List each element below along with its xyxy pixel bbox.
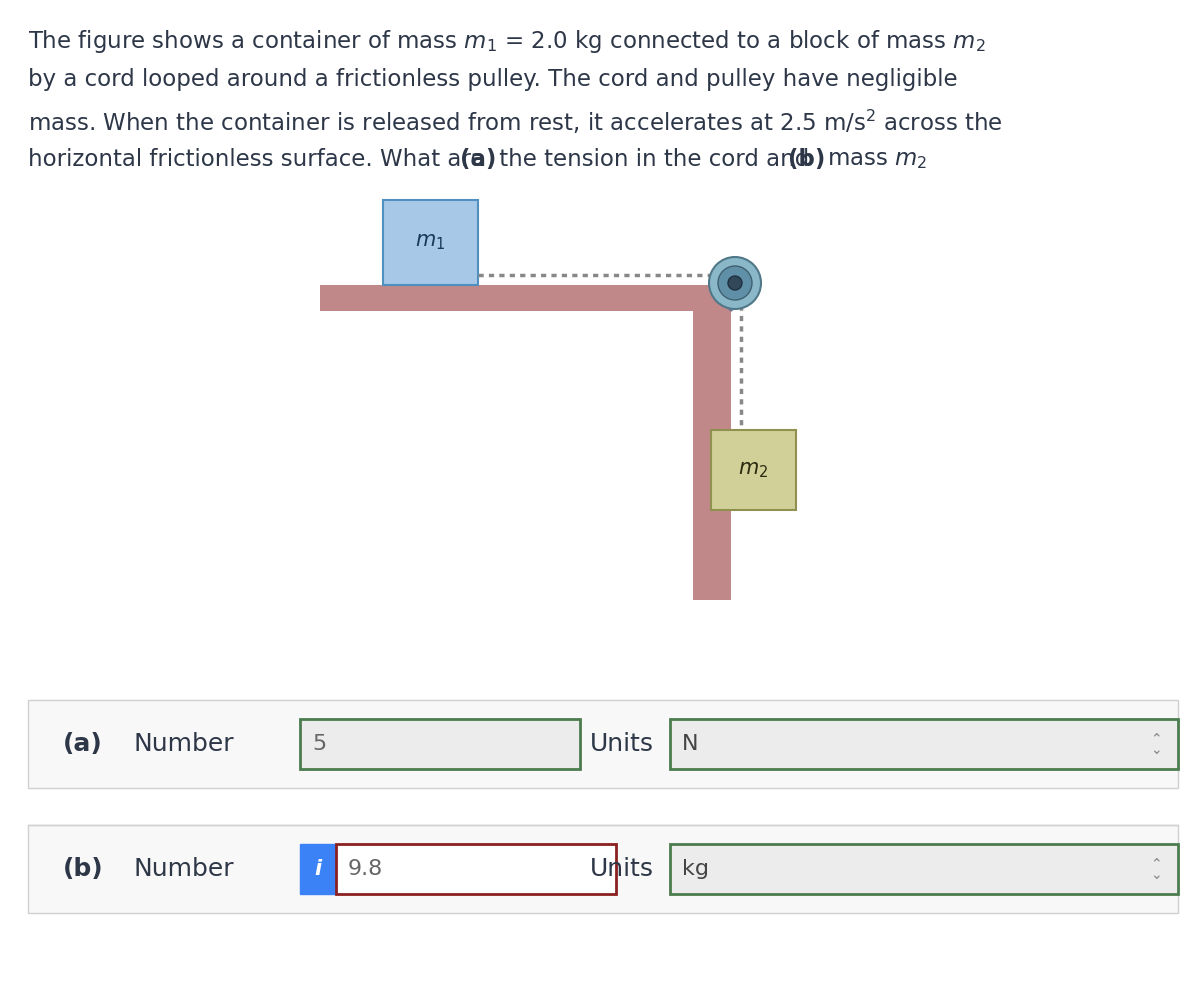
Text: (a): (a) xyxy=(63,732,102,756)
Bar xyxy=(712,430,796,510)
Text: Number: Number xyxy=(132,857,234,881)
Text: i: i xyxy=(314,859,321,879)
Text: ⌃
⌄: ⌃ ⌄ xyxy=(1150,731,1162,757)
Text: the tension in the cord and: the tension in the cord and xyxy=(492,148,816,171)
Text: kg: kg xyxy=(681,859,709,879)
Bar xyxy=(28,825,1178,913)
Text: by a cord looped around a frictionless pulley. The cord and pulley have negligib: by a cord looped around a frictionless p… xyxy=(28,68,957,91)
Text: (a): (a) xyxy=(460,148,496,171)
Text: Number: Number xyxy=(132,732,234,756)
Bar xyxy=(300,719,580,769)
Text: mass $m_2$: mass $m_2$ xyxy=(820,148,927,171)
Text: Units: Units xyxy=(590,732,654,756)
Circle shape xyxy=(728,276,742,290)
Text: The figure shows a container of mass $m_1$ = 2.0 kg connected to a block of mass: The figure shows a container of mass $m_… xyxy=(28,28,986,55)
Text: Units: Units xyxy=(590,857,654,881)
Circle shape xyxy=(709,257,761,309)
Bar xyxy=(694,311,731,600)
Text: ⌃
⌄: ⌃ ⌄ xyxy=(1150,856,1162,882)
Text: (b): (b) xyxy=(63,857,104,881)
Text: N: N xyxy=(681,734,698,754)
Circle shape xyxy=(718,266,752,300)
Bar xyxy=(669,844,1178,894)
Text: mass. When the container is released from rest, it accelerates at 2.5 m/s$^2$ ac: mass. When the container is released fro… xyxy=(28,108,1003,137)
Bar xyxy=(28,700,1178,788)
Text: $m_2$: $m_2$ xyxy=(738,460,768,480)
Bar xyxy=(336,844,616,894)
Text: 9.8: 9.8 xyxy=(348,859,383,879)
Bar xyxy=(320,285,730,311)
Text: (b): (b) xyxy=(787,148,826,171)
Bar xyxy=(383,200,478,285)
Polygon shape xyxy=(722,285,739,311)
Bar xyxy=(669,719,1178,769)
Text: $m_1$: $m_1$ xyxy=(415,233,445,252)
Bar xyxy=(300,844,336,894)
Text: 5: 5 xyxy=(312,734,326,754)
Text: horizontal frictionless surface. What are: horizontal frictionless surface. What ar… xyxy=(28,148,491,171)
